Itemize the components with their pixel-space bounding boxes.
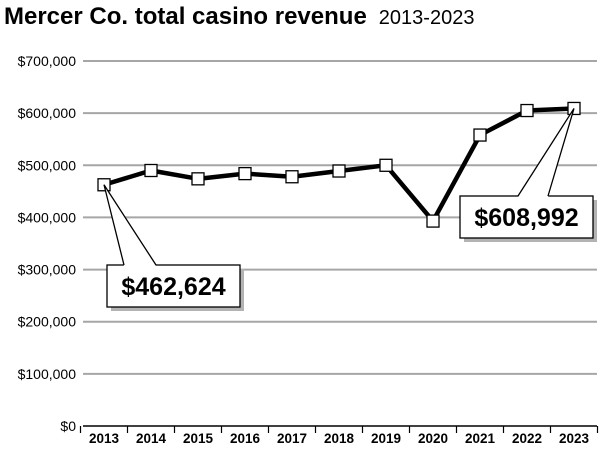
callout-box xyxy=(459,195,594,239)
x-tick-label: 2014 xyxy=(136,431,167,446)
callout-label: $462,624 xyxy=(121,273,225,301)
y-tick-label: $100,000 xyxy=(18,366,77,382)
x-tick-label: 2015 xyxy=(183,431,214,446)
x-tick-label: 2021 xyxy=(465,431,496,446)
svg-text:Mercer Co. total casino revenu: Mercer Co. total casino revenue 2013-202… xyxy=(4,3,474,30)
data-point-marker xyxy=(520,103,534,118)
callouts: $462,624 $608,992 xyxy=(103,108,597,311)
chart-subtitle: 2013-2023 xyxy=(379,7,475,29)
series-line-group xyxy=(97,101,581,228)
y-axis-ticks: $0 $100,000 $200,000 $300,000 $400,000 $500,0… xyxy=(18,53,77,434)
data-point-marker xyxy=(426,214,440,228)
callout-pointer xyxy=(103,184,157,266)
y-tick-label: $500,000 xyxy=(18,157,77,173)
x-tick-label: 2013 xyxy=(89,431,120,446)
callout-box xyxy=(106,264,241,308)
x-tick-label: 2022 xyxy=(512,431,542,446)
y-tick-label: $200,000 xyxy=(18,314,77,330)
data-point-marker xyxy=(285,170,299,184)
data-point-marker xyxy=(379,158,393,172)
x-tick-label: 2019 xyxy=(371,431,401,446)
callout-label: $608,992 xyxy=(474,204,578,232)
data-point-marker xyxy=(238,166,252,181)
chart-title: Mercer Co. total casino revenue xyxy=(4,3,367,30)
y-tick-label: $300,000 xyxy=(18,262,77,278)
x-tick-label: 2023 xyxy=(559,431,590,446)
callout-pointer xyxy=(517,108,575,197)
x-tick-label: 2020 xyxy=(418,431,448,446)
data-point-marker xyxy=(144,163,158,178)
x-tick-label: 2017 xyxy=(277,431,307,446)
x-tick-label: 2018 xyxy=(324,431,355,446)
y-tick-label: $600,000 xyxy=(18,105,77,121)
data-point-marker xyxy=(191,172,205,186)
data-point-marker xyxy=(332,164,346,178)
x-axis: 2013 2014 2015 2016 2017 2018 2019 2020 2021 2022… xyxy=(79,426,599,446)
x-tick-label: 2016 xyxy=(230,431,261,446)
y-tick-label: $400,000 xyxy=(18,209,77,225)
data-point-marker xyxy=(473,128,487,142)
y-tick-label: $0 xyxy=(60,418,76,434)
y-tick-label: $700,000 xyxy=(18,53,77,69)
